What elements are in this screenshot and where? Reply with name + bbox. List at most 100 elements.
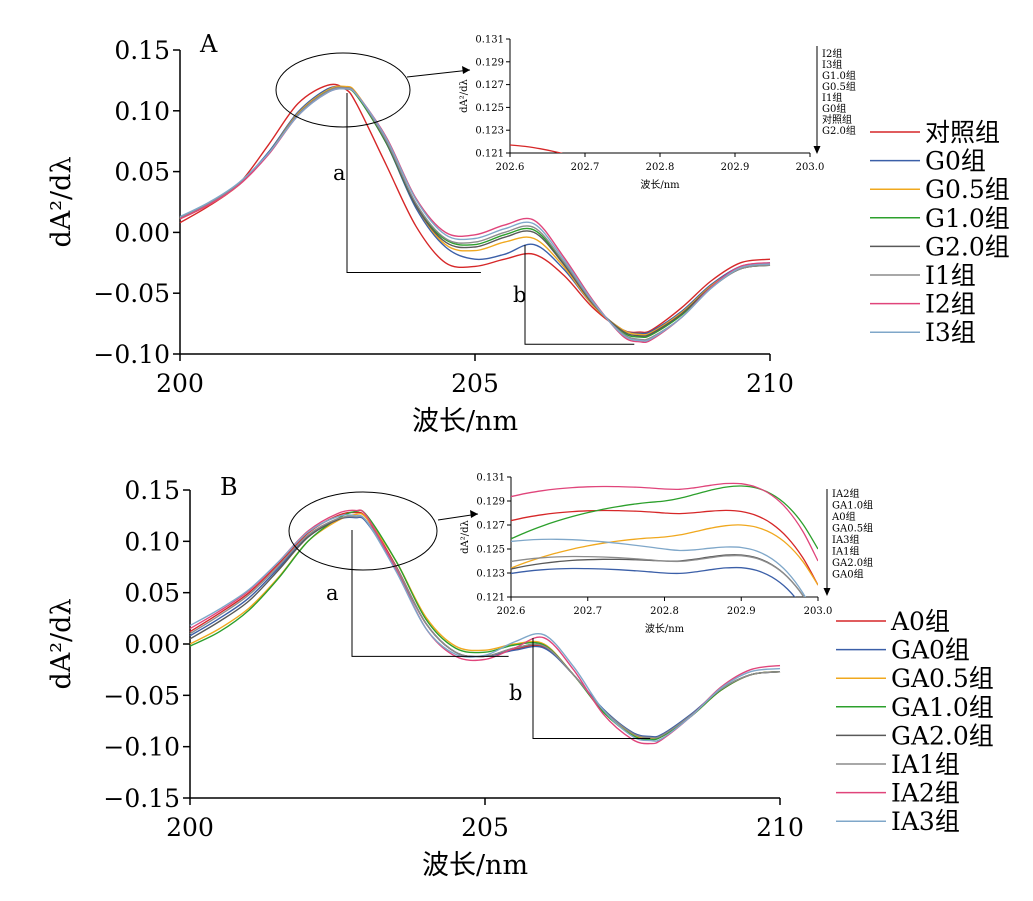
inset-x-tick-label: 202.8 — [646, 162, 675, 173]
legend-label: 对照组 — [925, 118, 1000, 147]
inset-x-tick-label: 203.0 — [804, 606, 833, 617]
inset-order-label: G2.0组 — [822, 124, 856, 137]
y-tick-label: −0.15 — [103, 784, 180, 813]
inset-series-line-6 — [511, 482, 818, 562]
inset-plot-area — [511, 482, 818, 597]
x-tick-label: 210 — [756, 813, 804, 842]
inset-y-tick-label: 0.127 — [476, 521, 505, 532]
inset-x-tick-label: 202.7 — [573, 606, 602, 617]
inset-series-line-1 — [510, 164, 810, 245]
zoom-ellipse — [288, 491, 438, 571]
legend-label: G1.0组 — [925, 204, 1010, 233]
inset-y-tick-label: 0.129 — [475, 57, 504, 68]
inset-series-line-7 — [510, 185, 810, 244]
inset-order-label: IA2组 — [832, 487, 860, 500]
x-tick-label: 200 — [156, 369, 204, 398]
inset-plot-area — [510, 144, 810, 245]
legend-label: GA0.5组 — [891, 664, 994, 693]
x-tick-label: 210 — [746, 369, 794, 398]
zoom-arrow-head — [470, 510, 478, 518]
inset-y-tick-label: 0.121 — [475, 149, 504, 160]
y-tick-label: −0.05 — [103, 681, 180, 710]
x-tick-label: 205 — [451, 369, 499, 398]
inset-order-label: I2组 — [822, 47, 842, 60]
inset-order-label: IA3组 — [832, 533, 860, 546]
legend-label: GA0组 — [891, 636, 970, 665]
series-line-3 — [189, 509, 781, 741]
series-line-7 — [179, 87, 771, 342]
inset-x-tick-label: 202.9 — [727, 606, 756, 617]
inset-y-tick-label: 0.131 — [476, 473, 505, 484]
inset-series-line-6 — [510, 185, 810, 244]
legend-label: G2.0组 — [925, 232, 1010, 261]
zoom-arrow — [406, 69, 471, 78]
annotation-label-a: a — [326, 581, 339, 605]
inset-order-label: 对照组 — [822, 113, 852, 126]
inset-y-tick-label: 0.129 — [476, 497, 505, 508]
inset-y-tick-label: 0.123 — [476, 569, 505, 580]
inset-y-axis-title: dA²/dλ — [459, 78, 470, 112]
inset-order-label: A0组 — [831, 510, 856, 523]
inset-order-label: G1.0组 — [822, 69, 856, 82]
y-tick-label: 0.00 — [124, 630, 180, 659]
legend-label: I3组 — [925, 318, 976, 347]
inset-order-label: I1组 — [822, 91, 842, 104]
series-line-0 — [179, 83, 771, 334]
inset-order-arrow-head — [823, 588, 831, 596]
x-axis-title: 波长/nm — [412, 406, 518, 437]
inset-order-label: G0组 — [822, 102, 846, 115]
inset-order-label: GA2.0组 — [832, 556, 873, 569]
legend-label: A0组 — [890, 607, 950, 636]
annotation-label-b: b — [509, 681, 522, 705]
inset-chart: 0.131 0.129 0.127 0.125 0.123 0.121 202.6 202.7… — [459, 35, 856, 245]
y-axis-title: dA²/dλ — [46, 156, 77, 247]
zoom-ellipse — [275, 52, 411, 128]
inset-x-tick-label: 203.0 — [796, 162, 825, 173]
legend-label: I1组 — [925, 261, 976, 290]
annotation-label-b: b — [513, 283, 526, 307]
inset-series-line-2 — [511, 524, 818, 586]
inset-y-axis-title: dA²/dλ — [460, 519, 471, 553]
inset-y-tick-label: 0.123 — [475, 126, 504, 137]
inset-x-axis-title: 波长/nm — [640, 178, 680, 191]
inset-series-line-0 — [510, 144, 564, 153]
inset-order-label: IA1组 — [832, 545, 860, 558]
legend-label: IA1组 — [891, 750, 960, 779]
series-line-1 — [179, 85, 771, 335]
annotation-bracket-b — [532, 638, 651, 739]
y-axis-title: dA²/dλ — [46, 598, 77, 689]
annotation-bracket-a — [351, 530, 509, 657]
legend-label: I2组 — [925, 290, 976, 319]
inset-series-line-0 — [511, 509, 818, 586]
legend-label: GA1.0组 — [891, 693, 994, 722]
legend-label: G0组 — [925, 147, 986, 176]
y-tick-label: −0.05 — [93, 279, 170, 308]
inset-order-label: G0.5组 — [822, 80, 856, 93]
panel-label: B — [220, 473, 238, 501]
y-tick-label: 0.15 — [114, 36, 170, 65]
inset-y-tick-label: 0.125 — [476, 545, 505, 556]
series-line-2 — [179, 85, 771, 336]
inset-order-label: GA0组 — [832, 568, 864, 581]
x-tick-label: 205 — [461, 813, 509, 842]
x-axis-title: 波长/nm — [422, 850, 528, 881]
x-tick-label: 200 — [166, 813, 214, 842]
inset-x-tick-label: 202.7 — [571, 162, 600, 173]
y-tick-label: 0.10 — [114, 97, 170, 126]
inset-series-line-1 — [511, 566, 796, 597]
inset-y-tick-label: 0.131 — [475, 35, 504, 46]
inset-order-label: I3组 — [822, 58, 842, 71]
y-tick-label: 0.05 — [124, 579, 180, 608]
inset-y-tick-label: 0.121 — [476, 593, 505, 604]
inset-order-label: GA0.5组 — [832, 522, 873, 535]
legend-label: IA2组 — [891, 779, 960, 808]
legend-label: IA3组 — [891, 807, 960, 836]
inset-y-tick-label: 0.127 — [475, 80, 504, 91]
inset-x-tick-label: 202.9 — [721, 162, 750, 173]
inset-order-label: GA1.0组 — [832, 499, 873, 512]
